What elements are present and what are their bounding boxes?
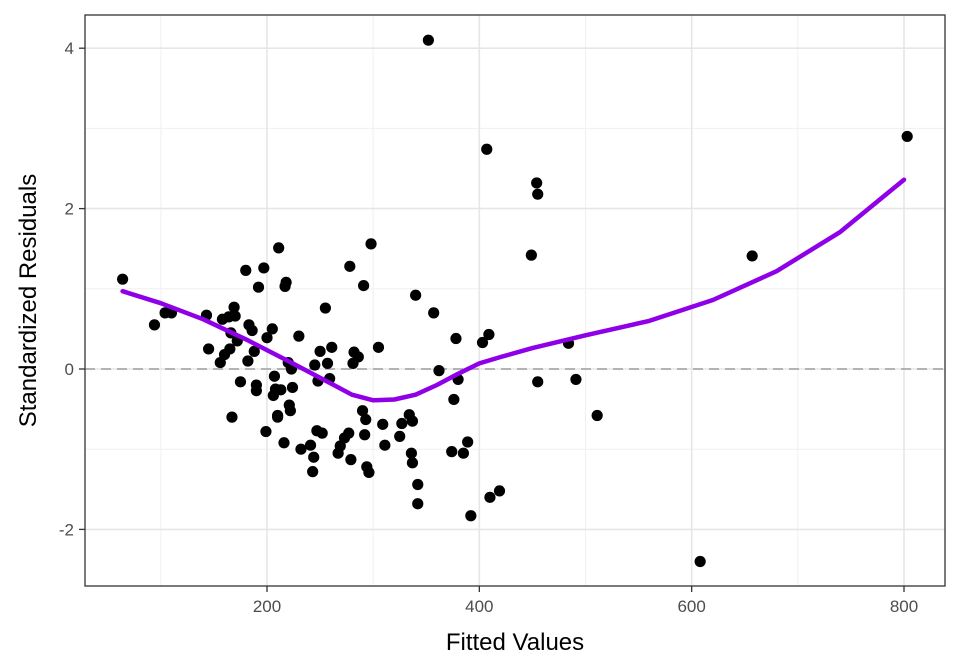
data-point [532, 188, 544, 200]
data-point [268, 370, 281, 382]
data-point [465, 510, 477, 522]
data-point [481, 143, 493, 155]
data-point [293, 330, 305, 342]
data-point [260, 425, 272, 438]
data-point [252, 281, 265, 293]
data-point [250, 385, 262, 397]
data-point [372, 341, 385, 353]
data-point [446, 446, 458, 458]
data-point [234, 376, 247, 388]
data-point [314, 345, 326, 357]
data-point [428, 307, 440, 319]
data-point [532, 376, 544, 388]
data-point [396, 417, 408, 430]
major-gridlines [85, 15, 945, 586]
data-point [531, 177, 543, 189]
data-point [304, 439, 317, 451]
data-point [352, 351, 364, 363]
data-point [570, 373, 582, 386]
data-point [308, 451, 320, 463]
x-tick-label: 200 [253, 597, 281, 616]
data-point [229, 310, 241, 322]
data-point [359, 429, 371, 441]
data-point [275, 384, 287, 396]
y-tick-label: 0 [65, 360, 74, 379]
data-point [356, 405, 369, 417]
data-point [242, 355, 254, 367]
data-point [406, 457, 419, 469]
data-point [295, 443, 307, 455]
data-point [377, 418, 389, 430]
data-point [228, 301, 240, 313]
data-point [258, 262, 270, 274]
y-tick-label: 2 [65, 200, 74, 219]
data-point [412, 478, 424, 491]
data-point [273, 242, 285, 254]
data-point [261, 332, 273, 344]
y-axis-ticks: -2 0 2 4 [59, 39, 85, 539]
data-point [525, 249, 537, 261]
data-point [248, 345, 260, 357]
data-point [448, 393, 460, 406]
x-tick-label: 600 [677, 597, 705, 616]
data-point [344, 260, 356, 272]
data-point [493, 485, 506, 497]
data-point [394, 430, 406, 442]
data-point [316, 427, 328, 439]
x-tick-label: 800 [890, 597, 918, 616]
data-point [457, 447, 470, 459]
data-point [321, 357, 334, 369]
data-point [410, 289, 422, 301]
data-point [286, 381, 299, 394]
panel-border [84, 14, 946, 587]
data-point [365, 238, 377, 250]
data-point [240, 264, 252, 276]
y-axis-title: Standardized Residuals [15, 174, 42, 428]
data-point [278, 437, 290, 449]
data-point [307, 466, 319, 478]
x-axis-title: Fitted Values [446, 629, 584, 656]
data-point [406, 415, 419, 427]
data-point [284, 405, 296, 417]
smooth-trend-line [120, 177, 907, 403]
minor-gridlines [85, 15, 945, 586]
data-point [901, 130, 913, 143]
data-point [343, 427, 355, 439]
data-point [405, 447, 417, 459]
data-point [266, 323, 278, 335]
data-point [224, 343, 236, 355]
y-tick-label: 4 [65, 39, 74, 58]
data-point [319, 302, 331, 314]
data-point [360, 413, 372, 426]
data-point [694, 555, 706, 568]
data-point [280, 276, 292, 288]
x-axis-ticks: 200 400 600 800 [253, 586, 918, 616]
data-point [450, 332, 462, 345]
data-point [246, 324, 258, 337]
data-point [591, 409, 603, 422]
data-point [422, 34, 434, 46]
data-points [117, 34, 913, 568]
data-point [433, 365, 445, 377]
data-point [476, 336, 489, 349]
x-tick-label: 400 [465, 597, 493, 616]
y-tick-label: -2 [59, 520, 74, 539]
data-point [309, 359, 321, 371]
data-point [483, 328, 495, 341]
data-point [117, 273, 129, 285]
data-point [203, 343, 215, 355]
data-point [363, 466, 375, 479]
data-point [462, 436, 474, 448]
data-point [345, 454, 357, 466]
data-point [358, 279, 370, 292]
data-point [412, 498, 424, 510]
data-point [746, 250, 758, 262]
data-point [272, 409, 284, 422]
data-point [148, 319, 161, 331]
data-point [484, 491, 496, 503]
data-point [379, 439, 391, 451]
data-point [226, 411, 238, 423]
data-point [326, 341, 338, 353]
